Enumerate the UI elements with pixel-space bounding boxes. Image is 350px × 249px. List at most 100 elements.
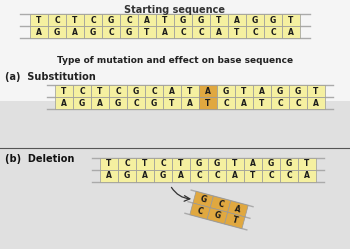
Text: A: A [232, 172, 238, 181]
Bar [138, 26, 156, 38]
Bar [163, 85, 181, 97]
Text: T: T [259, 99, 265, 108]
Text: C: C [54, 15, 60, 24]
Bar [192, 26, 210, 38]
Text: A: A [162, 27, 168, 37]
Bar [109, 85, 127, 97]
Polygon shape [193, 191, 214, 208]
Text: G: G [286, 160, 292, 169]
Text: G: G [108, 15, 114, 24]
Bar [280, 170, 298, 182]
Bar [253, 97, 271, 109]
Text: G: G [270, 15, 276, 24]
Bar [0, 0, 350, 101]
Text: C: C [124, 160, 130, 169]
Text: G: G [151, 99, 157, 108]
Text: T: T [162, 15, 168, 24]
Text: C: C [133, 99, 139, 108]
Bar [156, 14, 174, 26]
Text: T: T [97, 86, 103, 96]
Bar [271, 85, 289, 97]
Text: A: A [304, 172, 310, 181]
Text: A: A [178, 172, 184, 181]
Bar [217, 97, 235, 109]
Text: G: G [252, 15, 258, 24]
Bar [118, 170, 136, 182]
Text: T: T [142, 160, 148, 169]
Bar [235, 97, 253, 109]
Polygon shape [190, 203, 210, 219]
Text: C: C [196, 206, 204, 216]
Text: C: C [180, 27, 186, 37]
Text: C: C [270, 27, 276, 37]
Text: G: G [277, 86, 283, 96]
Text: G: G [180, 15, 186, 24]
Text: G: G [213, 211, 222, 221]
Bar [192, 14, 210, 26]
Bar [208, 170, 226, 182]
Bar [156, 26, 174, 38]
Bar [226, 158, 244, 170]
Text: C: C [151, 86, 157, 96]
Bar [55, 97, 73, 109]
Text: G: G [199, 194, 207, 205]
Polygon shape [225, 212, 245, 229]
Text: (b)  Deletion: (b) Deletion [5, 154, 74, 164]
Bar [244, 170, 262, 182]
Bar [246, 26, 264, 38]
Bar [138, 14, 156, 26]
Text: G: G [54, 27, 60, 37]
Text: (a)  Substitution: (a) Substitution [5, 72, 96, 82]
Bar [66, 14, 84, 26]
Text: T: T [36, 15, 42, 24]
Text: G: G [133, 86, 139, 96]
Bar [190, 158, 208, 170]
Text: T: T [313, 86, 319, 96]
Bar [91, 97, 109, 109]
Bar [154, 170, 172, 182]
Bar [210, 14, 228, 26]
Bar [30, 14, 48, 26]
Bar [280, 158, 298, 170]
Text: T: T [232, 160, 238, 169]
Polygon shape [207, 208, 228, 224]
Text: G: G [124, 172, 130, 181]
Bar [271, 97, 289, 109]
Text: C: C [196, 172, 202, 181]
Bar [84, 14, 102, 26]
Bar [84, 26, 102, 38]
Bar [0, 101, 350, 249]
Bar [136, 158, 154, 170]
Bar [136, 170, 154, 182]
Text: A: A [61, 99, 67, 108]
Bar [172, 170, 190, 182]
Bar [289, 97, 307, 109]
Polygon shape [228, 201, 248, 217]
Bar [154, 158, 172, 170]
Text: G: G [214, 160, 220, 169]
Text: C: C [126, 15, 132, 24]
Text: A: A [169, 86, 175, 96]
Bar [174, 26, 192, 38]
Bar [282, 26, 300, 38]
Text: T: T [250, 172, 256, 181]
Text: T: T [61, 86, 67, 96]
Text: A: A [106, 172, 112, 181]
Bar [109, 97, 127, 109]
Text: A: A [97, 99, 103, 108]
Bar [181, 85, 199, 97]
Bar [91, 85, 109, 97]
Text: A: A [313, 99, 319, 108]
Text: G: G [126, 27, 132, 37]
Bar [298, 170, 316, 182]
Bar [127, 85, 145, 97]
Bar [102, 14, 120, 26]
Text: C: C [90, 15, 96, 24]
Bar [262, 170, 280, 182]
Text: A: A [241, 99, 247, 108]
Text: C: C [217, 199, 224, 209]
Bar [120, 26, 138, 38]
Text: A: A [250, 160, 256, 169]
Text: A: A [36, 27, 42, 37]
Bar [298, 158, 316, 170]
